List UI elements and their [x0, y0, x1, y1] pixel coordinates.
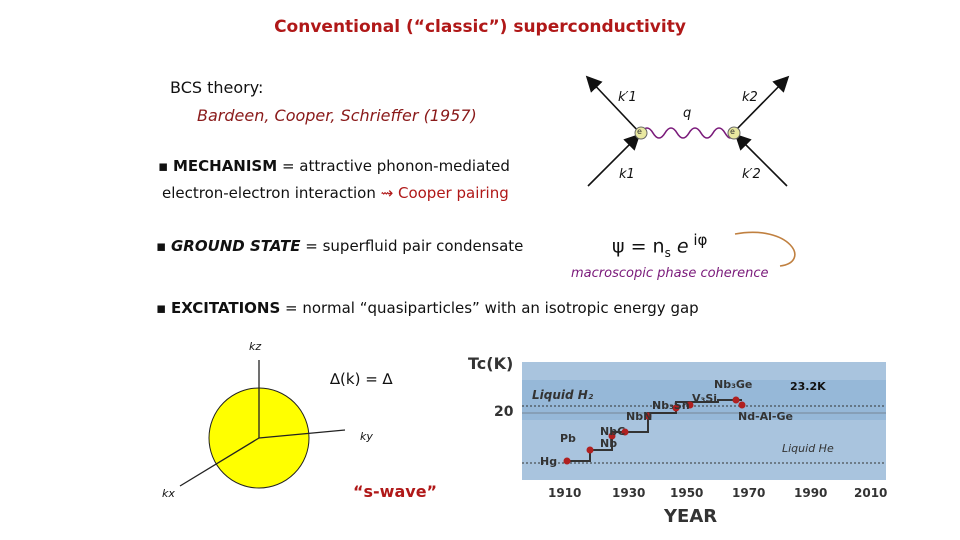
phase-coherence-curve [734, 231, 796, 267]
bullet-mark: ▪ [156, 237, 167, 255]
mechanism-text: = attractive phonon-mediated [277, 157, 510, 175]
label-k2: k2 [742, 90, 758, 105]
tc-data-points [563, 396, 746, 465]
point-v3si [686, 401, 694, 409]
electron-label-right: e [730, 127, 735, 136]
annotation-liquid-h2: Liquid H₂ [532, 388, 594, 402]
material-nb: Nb [600, 437, 618, 450]
annotation-max: 23.2K [790, 380, 826, 393]
gap-sphere [179, 360, 346, 489]
point-nbn [644, 412, 652, 420]
point-nbc [621, 428, 629, 436]
phonon-line [640, 127, 734, 139]
chart-band [522, 380, 886, 420]
bcs-authors: Bardeen, Cooper, Schrieffer (1957) [197, 106, 477, 125]
psi-text: ψ = n [612, 235, 665, 258]
material-hg: Hg [540, 455, 558, 468]
label-q: q [683, 106, 692, 121]
point-nb3ge [732, 396, 740, 404]
phase-coherence-caption: macroscopic phase coherence [571, 266, 769, 281]
point-nb3sn [672, 404, 680, 412]
point-pb [586, 446, 594, 454]
electron-label-left: e [637, 127, 642, 136]
x-tick-1950: 1950 [670, 486, 704, 500]
x-tick-2010: 2010 [854, 486, 888, 500]
chart-y-tick: 20 [494, 404, 514, 420]
x-tick-1910: 1910 [548, 486, 582, 500]
bullet-excitations: ▪ EXCITATIONS = normal “quasiparticles” … [156, 299, 699, 317]
point-ndalge [738, 401, 746, 409]
chart-plot-bg [522, 362, 886, 480]
material-nbn: NbN [626, 410, 653, 423]
label-k2-prime: k′2 [742, 167, 761, 182]
bcs-heading: BCS theory: [170, 78, 264, 97]
tc-history-chart: Tc(K) 20 Liquid H₂ Liquid He 23.2K Hg Pb… [460, 350, 890, 540]
label-kx: kx [162, 487, 175, 500]
annotation-liquid-he: Liquid He [782, 442, 834, 455]
k2-line [732, 75, 790, 134]
point-hg [563, 457, 571, 465]
kx-axis [179, 437, 260, 487]
s-wave-label: “s-wave” [353, 482, 438, 501]
bullet-mark: ▪ [156, 299, 167, 317]
electron-vertex-left [634, 126, 648, 140]
k1-line [587, 133, 641, 187]
psi-sub: s [664, 246, 671, 261]
bullet-mechanism: ▪ MECHANISM = attractive phonon-mediated [158, 157, 510, 175]
label-kz: kz [249, 340, 262, 353]
tc-chart-svg [522, 362, 886, 480]
ground-text: = superfluid pair condensate [300, 237, 524, 255]
material-ndalge: Nd-Al-Ge [738, 410, 793, 423]
x-tick-1970: 1970 [732, 486, 766, 500]
ky-axis [258, 429, 346, 439]
electron-vertex-right [727, 126, 741, 140]
feynman-diagram [585, 75, 790, 187]
material-nb3ge: Nb₃Ge [714, 378, 753, 391]
ground-key: GROUND STATE [170, 237, 301, 255]
gap-formula: ∆(k) = ∆ [330, 370, 393, 388]
order-parameter: ψ = ns e iφ [612, 231, 707, 260]
excitations-key: EXCITATIONS [170, 299, 281, 317]
label-k1-prime: k′1 [618, 90, 637, 105]
x-tick-1930: 1930 [612, 486, 646, 500]
k2-prime-line [734, 133, 788, 187]
mechanism-line2: electron-electron interaction [162, 184, 381, 202]
slide-title: Conventional (“classic”) superconductivi… [274, 17, 686, 37]
material-pb: Pb [560, 432, 576, 445]
k1-prime-line [585, 75, 641, 134]
bullet-mechanism-line2: electron-electron interaction ⇝ Cooper p… [162, 184, 509, 202]
label-ky: ky [360, 430, 373, 443]
excitations-text: = normal “quasiparticles” with an isotro… [280, 299, 699, 317]
label-k1: k1 [619, 167, 635, 182]
chart-ylabel: Tc(K) [468, 354, 514, 373]
mechanism-key: MECHANISM [172, 157, 278, 175]
mechanism-result: Cooper pairing [393, 184, 509, 202]
material-v3si: V₃Si [692, 392, 718, 405]
point-nb [608, 432, 616, 440]
material-nb3sn: Nb₃Sn [652, 399, 690, 412]
psi-exp: e [670, 235, 689, 258]
psi-sup: iφ [688, 231, 708, 249]
arrow-icon: ⇝ [380, 184, 394, 202]
x-tick-1990: 1990 [794, 486, 828, 500]
material-nbc: NbC [600, 425, 626, 438]
chart-xlabel: YEAR [664, 506, 718, 527]
bullet-mark: ▪ [158, 157, 169, 175]
bullet-ground-state: ▪ GROUND STATE = superfluid pair condens… [156, 237, 523, 255]
